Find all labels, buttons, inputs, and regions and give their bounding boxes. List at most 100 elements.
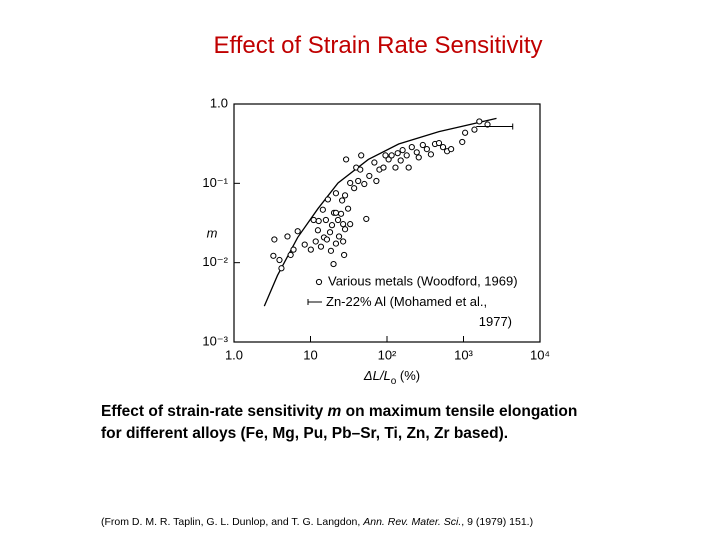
citation-journal: Ann. Rev. Mater. Sci. xyxy=(363,516,462,528)
data-point xyxy=(314,227,322,234)
data-point xyxy=(332,240,340,247)
x-axis-label-main: ΔL/L xyxy=(363,368,391,383)
data-point xyxy=(341,251,348,259)
data-point xyxy=(363,215,370,223)
data-point xyxy=(413,149,420,156)
data-point xyxy=(347,221,354,228)
data-point xyxy=(448,146,455,153)
data-point xyxy=(459,138,466,146)
data-point xyxy=(290,246,297,253)
data-point xyxy=(423,146,430,153)
data-point xyxy=(343,156,350,163)
y-axis-label: m xyxy=(207,225,218,240)
data-point xyxy=(484,121,491,128)
data-point xyxy=(394,150,401,157)
x-axis-label: ΔL/Lo (%) xyxy=(363,368,420,386)
data-point xyxy=(385,156,392,163)
caption-text: on maximum tensile elongation for differ… xyxy=(101,403,578,442)
data-point xyxy=(287,251,294,259)
data-point xyxy=(335,233,343,240)
data-point xyxy=(319,206,326,213)
legend-label: Various metals (Woodford, 1969) xyxy=(328,273,518,288)
data-point xyxy=(340,221,347,228)
data-point xyxy=(439,144,447,151)
data-point xyxy=(337,210,345,217)
data-point xyxy=(310,216,317,224)
y-tick-label: 10⁻² xyxy=(202,254,228,269)
x-axis-label-unit: (%) xyxy=(396,368,420,383)
data-point xyxy=(361,180,368,188)
data-point xyxy=(427,151,435,158)
data-point xyxy=(294,228,301,235)
slide-title: Effect of Strain Rate Sensitivity xyxy=(213,32,543,59)
data-point xyxy=(278,265,285,272)
data-point xyxy=(419,141,426,149)
data-point xyxy=(462,129,469,136)
data-point xyxy=(371,159,378,166)
data-point xyxy=(327,247,335,254)
data-point xyxy=(408,144,415,151)
data-point xyxy=(328,222,336,229)
data-point xyxy=(380,164,387,171)
data-point xyxy=(355,177,362,185)
data-point xyxy=(397,157,404,164)
data-point xyxy=(347,179,354,187)
data-point xyxy=(476,118,483,125)
data-point xyxy=(339,197,346,204)
data-point xyxy=(341,226,349,233)
caption-symbol: m xyxy=(327,403,342,420)
x-tick-label: 10² xyxy=(378,347,397,362)
data-point xyxy=(351,185,358,192)
data-point xyxy=(399,147,406,154)
caption-text: Effect of strain-rate sensitivity xyxy=(101,403,328,420)
data-point xyxy=(332,209,340,216)
data-point xyxy=(270,252,277,259)
data-point xyxy=(415,154,422,161)
data-point xyxy=(366,172,373,180)
trend-line xyxy=(263,117,497,307)
data-point xyxy=(392,164,399,171)
data-point xyxy=(334,216,342,224)
data-point xyxy=(332,190,340,197)
data-point xyxy=(344,205,352,212)
data-point xyxy=(471,126,478,133)
data-point xyxy=(340,238,347,245)
citation: (From D. M. R. Taplin, G. L. Dunlop, and… xyxy=(101,516,533,528)
data-point xyxy=(330,260,337,268)
data-point xyxy=(357,166,364,173)
citation-text: , 9 (1979) 151.) xyxy=(461,516,534,528)
data-point xyxy=(307,246,314,253)
x-tick-label: 10 xyxy=(303,347,317,362)
data-point xyxy=(317,243,325,250)
data-point xyxy=(405,164,412,171)
data-point xyxy=(358,152,365,159)
data-point xyxy=(324,196,332,203)
data-point xyxy=(403,152,410,159)
data-point xyxy=(435,139,443,147)
data-point xyxy=(388,152,395,159)
x-tick-label: 1.0 xyxy=(225,347,243,362)
data-point xyxy=(284,233,291,240)
y-tick-label: 1.0 xyxy=(210,95,228,110)
legend-marker xyxy=(315,278,323,286)
citation-text: (From D. M. R. Taplin, G. L. Dunlop, and… xyxy=(101,516,364,528)
x-axis-label-sub: o xyxy=(391,376,397,387)
x-tick-label: 10⁴ xyxy=(530,347,550,362)
data-point xyxy=(326,229,334,236)
data-point xyxy=(322,216,330,224)
data-point xyxy=(323,236,331,243)
legend-label: Zn-22% Al (Mohamed et al., 1977) xyxy=(326,294,512,329)
data-point xyxy=(301,241,308,248)
data-point xyxy=(312,238,319,245)
data-point xyxy=(341,192,349,199)
caption: Effect of strain-rate sensitivity m on m… xyxy=(101,401,601,445)
y-tick-label: 10⁻¹ xyxy=(202,175,228,190)
data-point xyxy=(276,256,283,264)
data-point xyxy=(271,236,278,243)
x-tick-label: 10³ xyxy=(454,347,473,362)
data-point xyxy=(382,152,389,159)
data-point xyxy=(373,177,380,185)
y-tick-label: 10⁻³ xyxy=(202,333,228,348)
